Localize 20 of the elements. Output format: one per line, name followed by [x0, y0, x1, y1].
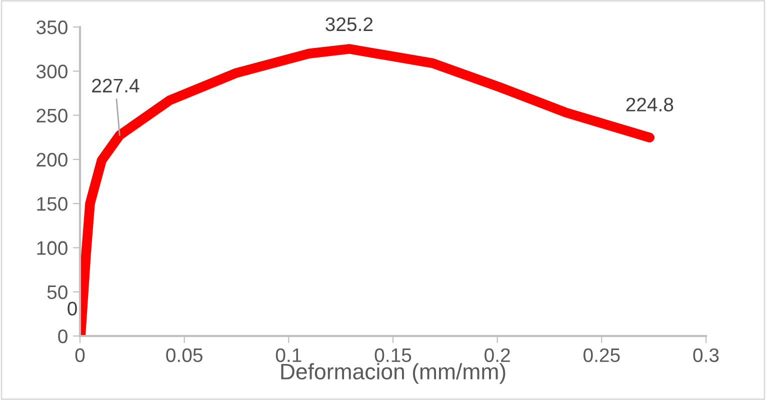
y-tick-label: 300 — [36, 64, 68, 78]
x-tick-label: 0.1 — [276, 348, 302, 362]
x-tick-label: 0 — [75, 348, 85, 362]
x-tick-label: 0.05 — [166, 348, 202, 362]
x-tick-label: 0.15 — [374, 348, 412, 362]
y-tick-label: 50 — [47, 285, 68, 300]
y-tick-label: 250 — [36, 108, 68, 123]
x-tick-label: 0.2 — [484, 348, 510, 362]
annotation: 224.8 — [626, 98, 674, 112]
y-tick-label: 0 — [58, 329, 68, 344]
annotation: 325.2 — [326, 17, 373, 32]
y-tick-label: 100 — [37, 241, 68, 255]
y-tick-label: 200 — [36, 152, 68, 167]
annotation: 0 — [68, 302, 77, 316]
x-axis-title: Deformacion (mm/mm) — [281, 363, 506, 384]
x-tick-label: 0.25 — [584, 348, 620, 362]
y-tick-label: 150 — [37, 197, 68, 211]
y-tick-label: 350 — [36, 20, 68, 34]
x-tick-label: 0.3 — [693, 348, 719, 362]
annotation: 227.4 — [92, 78, 140, 92]
